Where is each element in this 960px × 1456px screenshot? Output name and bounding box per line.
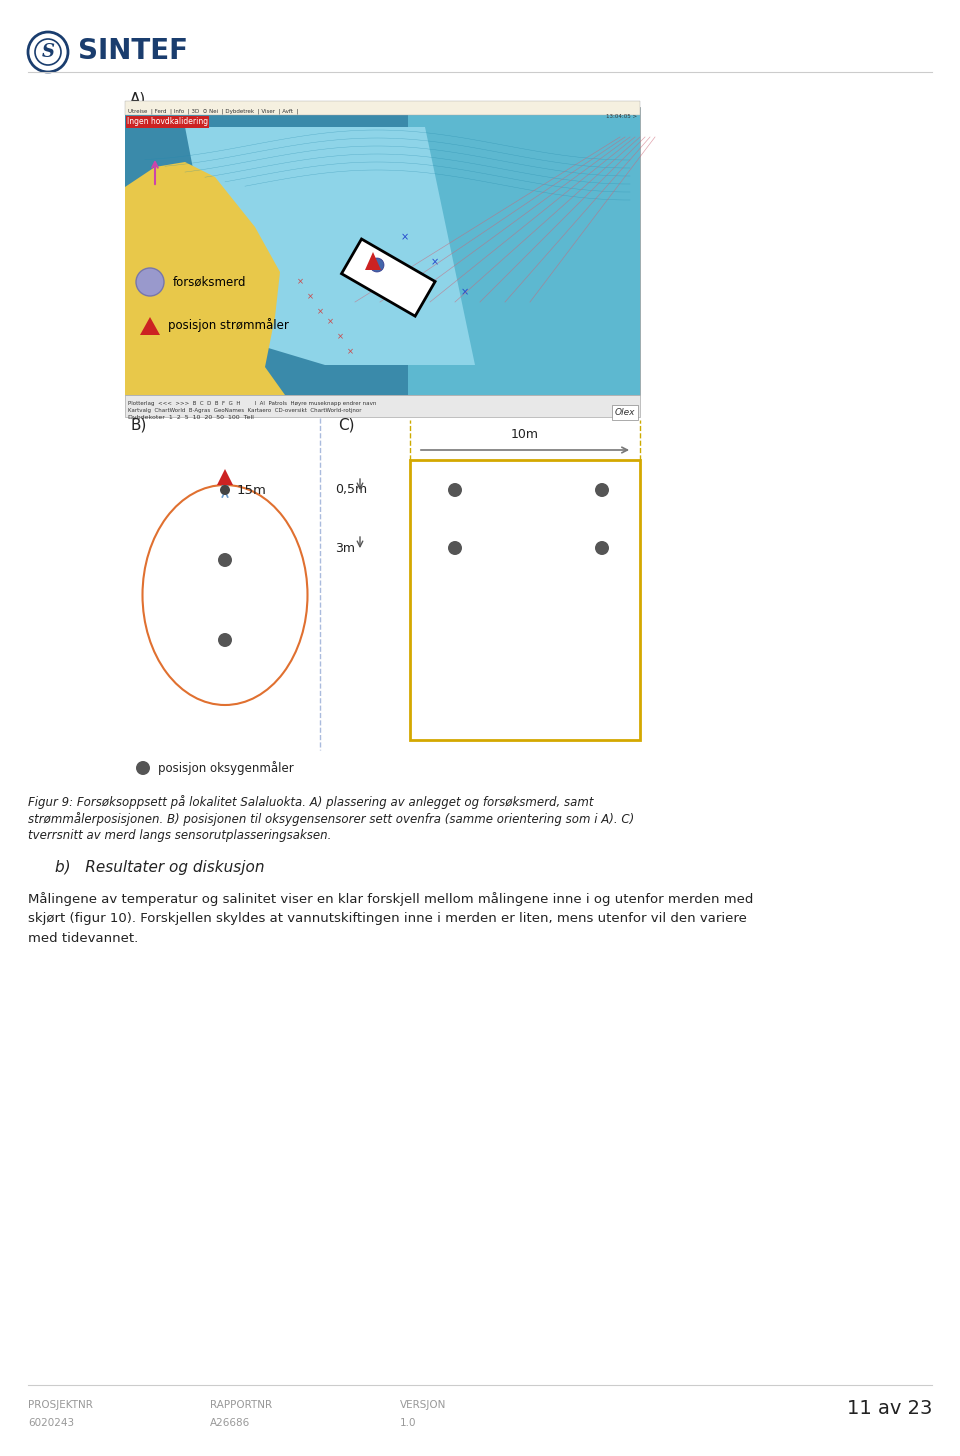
- Text: med tidevannet.: med tidevannet.: [28, 932, 138, 945]
- Text: ×: ×: [401, 232, 409, 242]
- Text: ×: ×: [297, 278, 303, 287]
- Text: S: S: [41, 44, 55, 61]
- Text: B): B): [130, 418, 146, 432]
- Text: Utreise  | Ferd  | Info  | 3D  ⊙ Nei  | Dybdetrek  | Viser  | Avft  |: Utreise | Ferd | Info | 3D ⊙ Nei | Dybde…: [128, 108, 299, 114]
- Text: VERSJON: VERSJON: [400, 1401, 446, 1409]
- Circle shape: [218, 633, 232, 646]
- Circle shape: [136, 268, 164, 296]
- Bar: [410, 460, 640, 740]
- Bar: [125, 395, 640, 416]
- Text: 15m: 15m: [237, 485, 267, 498]
- Text: Olex: Olex: [614, 408, 635, 416]
- Bar: [125, 106, 408, 395]
- Text: skjørt (figur 10). Forskjellen skyldes at vannutskiftingen inne i merden er lite: skjørt (figur 10). Forskjellen skyldes a…: [28, 911, 747, 925]
- Text: 13:04:05 >: 13:04:05 >: [606, 114, 637, 119]
- Text: 6020243: 6020243: [28, 1418, 74, 1428]
- Text: 11 av 23: 11 av 23: [847, 1399, 932, 1418]
- Circle shape: [370, 258, 384, 272]
- Text: ×: ×: [337, 332, 344, 342]
- Circle shape: [595, 483, 609, 496]
- Text: forsøksmerd: forsøksmerd: [173, 275, 247, 288]
- Circle shape: [136, 761, 150, 775]
- Text: A): A): [130, 92, 146, 106]
- Circle shape: [595, 542, 609, 555]
- Bar: [342, 239, 435, 316]
- Text: SINTEF: SINTEF: [78, 36, 188, 66]
- Text: ×: ×: [347, 348, 353, 357]
- Text: ×: ×: [461, 287, 469, 297]
- Circle shape: [448, 542, 462, 555]
- Text: Kartvalg  ChartWorld  B-Agras  GeoNames  Kartaero  CD-oversikt  ChartWorld-rotjn: Kartvalg ChartWorld B-Agras GeoNames Kar…: [128, 408, 362, 414]
- Text: Figur 9: Forsøksoppsett på lokalitet Salaluokta. A) plassering av anlegget og fo: Figur 9: Forsøksoppsett på lokalitet Sal…: [28, 795, 593, 810]
- Polygon shape: [365, 252, 381, 269]
- Bar: [125, 100, 640, 115]
- Text: 3m: 3m: [335, 542, 355, 555]
- Text: 10m: 10m: [511, 428, 539, 441]
- Circle shape: [220, 485, 230, 495]
- Text: Ingen hovdkalidering: Ingen hovdkalidering: [127, 118, 208, 127]
- Polygon shape: [185, 127, 475, 365]
- Text: tverrsnitt av merd langs sensorutplasseringsaksen.: tverrsnitt av merd langs sensorutplasser…: [28, 828, 331, 842]
- Text: ×: ×: [306, 293, 314, 301]
- Ellipse shape: [142, 485, 307, 705]
- Text: Dybdekoter  1  2  5  10  20  50  100  Tell: Dybdekoter 1 2 5 10 20 50 100 Tell: [128, 415, 253, 419]
- Text: b)   Resultater og diskusjon: b) Resultater og diskusjon: [55, 860, 265, 875]
- Polygon shape: [125, 162, 285, 395]
- Text: 1.0: 1.0: [400, 1418, 417, 1428]
- Text: 0,5m: 0,5m: [335, 483, 367, 496]
- Text: ×: ×: [326, 317, 333, 326]
- Text: A26686: A26686: [210, 1418, 251, 1428]
- Text: posisjon strømmåler: posisjon strømmåler: [168, 317, 289, 332]
- Text: strømmålerposisjonen. B) posisjonen til oksygensensorer sett ovenfra (samme orie: strømmålerposisjonen. B) posisjonen til …: [28, 812, 635, 826]
- Text: Plotterlag  <<<  >>>  B  C  D  B  F  G  H        I  AI  Patrols  Høyre museknapp: Plotterlag <<< >>> B C D B F G H I AI Pa…: [128, 400, 376, 406]
- Text: PROSJEKTNR: PROSJEKTNR: [28, 1401, 93, 1409]
- Bar: [125, 106, 640, 395]
- Text: ×: ×: [317, 307, 324, 316]
- Text: ×: ×: [431, 258, 439, 266]
- Polygon shape: [140, 317, 160, 335]
- Text: RAPPORTNR: RAPPORTNR: [210, 1401, 272, 1409]
- Polygon shape: [217, 469, 233, 485]
- Text: Målingene av temperatur og salinitet viser en klar forskjell mellom målingene in: Målingene av temperatur og salinitet vis…: [28, 893, 754, 906]
- Circle shape: [218, 553, 232, 566]
- Circle shape: [448, 483, 462, 496]
- Text: posisjon oksygenmåler: posisjon oksygenmåler: [158, 761, 294, 775]
- Text: C): C): [338, 418, 354, 432]
